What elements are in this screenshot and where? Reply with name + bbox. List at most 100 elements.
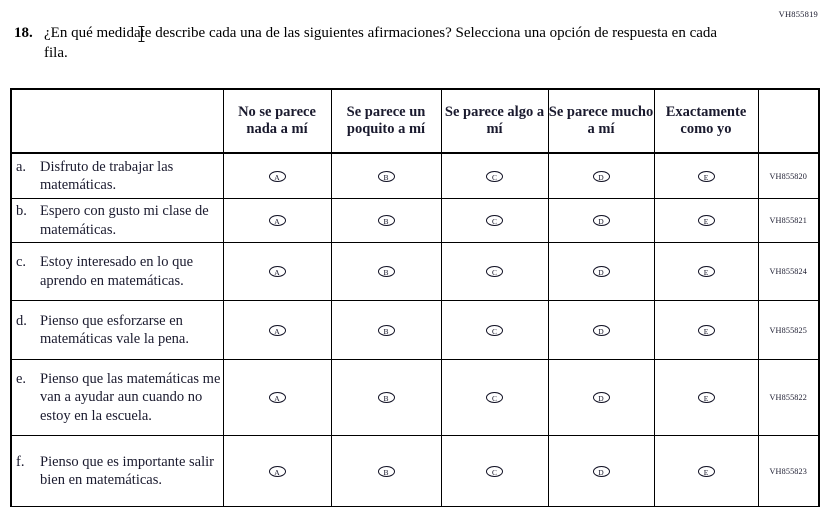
option-cell-3[interactable]: C bbox=[440, 300, 549, 360]
statement-label: Pienso que esforzarse en matemáticas val… bbox=[40, 312, 189, 347]
table-header-row: No se parece nada a mí Se parece un poqu… bbox=[10, 88, 820, 154]
table-row: f. Pienso que es importante salir bien en… bbox=[10, 435, 820, 507]
table-row: c. Estoy interesado en lo que aprendo en … bbox=[10, 242, 820, 301]
statement-letter: f. bbox=[16, 453, 25, 470]
radio-bubble-a[interactable]: A bbox=[268, 392, 286, 404]
option-cell-4[interactable]: D bbox=[547, 435, 655, 507]
option-cell-1[interactable]: A bbox=[222, 242, 332, 301]
option-cell-4[interactable]: D bbox=[547, 242, 655, 301]
radio-bubble-b[interactable]: B bbox=[377, 266, 395, 278]
radio-bubble-a[interactable]: A bbox=[268, 215, 286, 227]
radio-bubble-c[interactable]: C bbox=[486, 465, 503, 477]
statement-letter: e. bbox=[16, 371, 27, 388]
option-cell-2[interactable]: B bbox=[330, 198, 442, 243]
option-cell-2[interactable]: B bbox=[330, 152, 442, 199]
statement-cell: a. Disfruto de trabajar las matemáticas. bbox=[10, 152, 224, 199]
option-cell-3[interactable]: C bbox=[440, 242, 549, 301]
option-cell-1[interactable]: A bbox=[222, 435, 332, 507]
radio-bubble-c[interactable]: C bbox=[486, 266, 503, 278]
table-body: a. Disfruto de trabajar las matemáticas. A… bbox=[10, 152, 820, 507]
document-item-code: VH855819 bbox=[778, 9, 818, 19]
option-cell-5[interactable]: E bbox=[653, 359, 759, 436]
option-cell-2[interactable]: B bbox=[330, 242, 442, 301]
radio-bubble-c[interactable]: C bbox=[486, 324, 503, 336]
radio-bubble-a[interactable]: A bbox=[268, 465, 286, 477]
statement-letter: c. bbox=[16, 254, 27, 271]
option-cell-3[interactable]: C bbox=[440, 435, 549, 507]
radio-bubble-e[interactable]: E bbox=[697, 324, 715, 336]
statement-label: Espero con gusto mi clase de matemáticas… bbox=[40, 203, 209, 238]
column-header-option-2: Se parece un poquito a mí bbox=[330, 88, 442, 154]
option-cell-1[interactable]: A bbox=[222, 152, 332, 199]
statement-label: Estoy interesado en lo que aprendo en ma… bbox=[40, 254, 194, 289]
question-text-after-cursor: te describe cada una de las siguientes a… bbox=[44, 25, 718, 61]
radio-bubble-c[interactable]: C bbox=[486, 215, 503, 227]
option-cell-5[interactable]: E bbox=[653, 198, 759, 243]
row-item-code: VH855823 bbox=[757, 435, 820, 507]
column-header-option-4: Se parece mucho a mí bbox=[547, 88, 655, 154]
row-item-code: VH855820 bbox=[757, 152, 820, 199]
table-row: d. Pienso que esforzarse en matemáticas v… bbox=[10, 300, 820, 360]
option-cell-2[interactable]: B bbox=[330, 435, 442, 507]
radio-bubble-d[interactable]: D bbox=[592, 392, 610, 404]
radio-bubble-e[interactable]: E bbox=[697, 465, 715, 477]
row-item-code: VH855822 bbox=[757, 359, 820, 436]
question-text: ¿En qué medida te describe cada una de la… bbox=[44, 24, 734, 64]
option-cell-4[interactable]: D bbox=[547, 152, 655, 199]
question-text-before-cursor: ¿En qué medida bbox=[44, 25, 141, 41]
option-cell-4[interactable]: D bbox=[547, 198, 655, 243]
radio-bubble-d[interactable]: D bbox=[592, 215, 610, 227]
statement-cell: b. Espero con gusto mi clase de matemátic… bbox=[10, 198, 224, 243]
option-cell-3[interactable]: C bbox=[440, 152, 549, 199]
statement-cell: f. Pienso que es importante salir bien en… bbox=[10, 435, 224, 507]
option-cell-2[interactable]: B bbox=[330, 359, 442, 436]
option-cell-4[interactable]: D bbox=[547, 300, 655, 360]
radio-bubble-a[interactable]: A bbox=[268, 266, 286, 278]
radio-bubble-d[interactable]: D bbox=[592, 324, 610, 336]
radio-bubble-d[interactable]: D bbox=[592, 170, 610, 182]
radio-bubble-e[interactable]: E bbox=[697, 392, 715, 404]
option-cell-4[interactable]: D bbox=[547, 359, 655, 436]
option-cell-3[interactable]: C bbox=[440, 198, 549, 243]
table-row: e. Pienso que las matemáticas me van a ay… bbox=[10, 359, 820, 436]
radio-bubble-b[interactable]: B bbox=[377, 324, 395, 336]
option-cell-3[interactable]: C bbox=[440, 359, 549, 436]
column-header-code bbox=[757, 88, 820, 154]
column-header-option-3: Se parece algo a mí bbox=[440, 88, 549, 154]
statement-letter: d. bbox=[16, 312, 27, 329]
statement-label: Pienso que las matemáticas me van a ayud… bbox=[40, 371, 221, 424]
radio-bubble-e[interactable]: E bbox=[697, 215, 715, 227]
option-cell-5[interactable]: E bbox=[653, 152, 759, 199]
radio-bubble-d[interactable]: D bbox=[592, 266, 610, 278]
radio-bubble-b[interactable]: B bbox=[377, 215, 395, 227]
radio-bubble-e[interactable]: E bbox=[697, 170, 715, 182]
column-header-statement bbox=[10, 88, 224, 154]
option-cell-5[interactable]: E bbox=[653, 300, 759, 360]
radio-bubble-c[interactable]: C bbox=[486, 170, 503, 182]
radio-bubble-b[interactable]: B bbox=[377, 170, 395, 182]
statement-cell: e. Pienso que las matemáticas me van a ay… bbox=[10, 359, 224, 436]
response-matrix-table: No se parece nada a mí Se parece un poqu… bbox=[10, 88, 820, 507]
radio-bubble-c[interactable]: C bbox=[486, 392, 503, 404]
statement-label: Disfruto de trabajar las matemáticas. bbox=[40, 158, 174, 193]
radio-bubble-a[interactable]: A bbox=[268, 170, 286, 182]
statement-letter: a. bbox=[16, 158, 27, 175]
option-cell-5[interactable]: E bbox=[653, 435, 759, 507]
column-header-option-1: No se parece nada a mí bbox=[222, 88, 332, 154]
table-row: a. Disfruto de trabajar las matemáticas. A… bbox=[10, 152, 820, 199]
option-cell-2[interactable]: B bbox=[330, 300, 442, 360]
row-item-code: VH855824 bbox=[757, 242, 820, 301]
radio-bubble-e[interactable]: E bbox=[697, 266, 715, 278]
statement-label: Pienso que es importante salir bien en m… bbox=[40, 453, 214, 488]
radio-bubble-b[interactable]: B bbox=[377, 392, 395, 404]
option-cell-1[interactable]: A bbox=[222, 198, 332, 243]
row-item-code: VH855825 bbox=[757, 300, 820, 360]
option-cell-5[interactable]: E bbox=[653, 242, 759, 301]
row-item-code: VH855821 bbox=[757, 198, 820, 243]
option-cell-1[interactable]: A bbox=[222, 359, 332, 436]
radio-bubble-b[interactable]: B bbox=[377, 465, 395, 477]
radio-bubble-a[interactable]: A bbox=[268, 324, 286, 336]
option-cell-1[interactable]: A bbox=[222, 300, 332, 360]
radio-bubble-d[interactable]: D bbox=[592, 465, 610, 477]
question-block: 18. ¿En qué medida te describe cada una d… bbox=[14, 24, 734, 64]
